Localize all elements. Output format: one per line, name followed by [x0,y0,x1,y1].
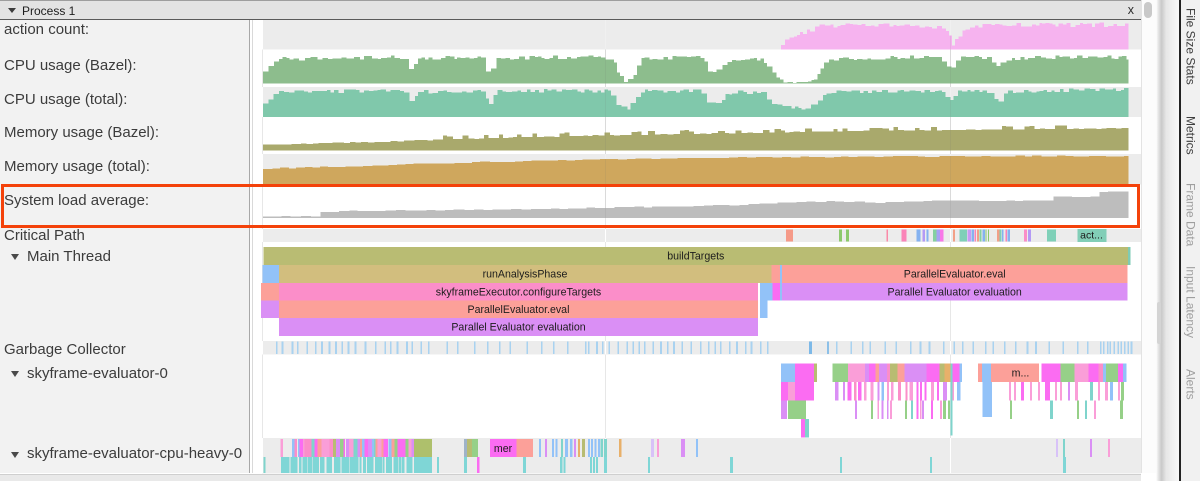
svg-text:skyframeExecutor.configureTarg: skyframeExecutor.configureTargets [436,287,601,299]
svg-text:buildTargets: buildTargets [667,251,724,263]
svg-text:mer: mer [494,443,513,455]
svg-text:Parallel Evaluator evaluation: Parallel Evaluator evaluation [888,287,1022,299]
svg-text:ParallelEvaluator.eval: ParallelEvaluator.eval [468,304,570,316]
svg-text:runAnalysisPhase: runAnalysisPhase [483,269,568,281]
svg-text:Parallel Evaluator evaluation: Parallel Evaluator evaluation [451,322,585,334]
svg-text:act...: act... [1080,230,1103,242]
svg-text:m...: m... [1012,367,1030,379]
svg-text:ParallelEvaluator.eval: ParallelEvaluator.eval [904,269,1006,281]
